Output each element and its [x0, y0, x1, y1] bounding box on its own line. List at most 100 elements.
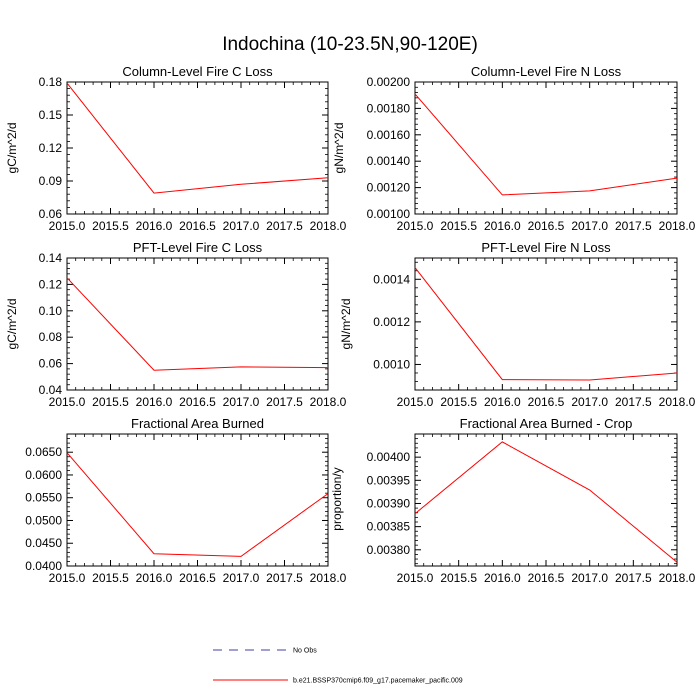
x-tick-label: 2018.0	[310, 395, 347, 409]
y-tick-label: 0.00380	[367, 543, 411, 557]
plot-frame	[414, 433, 678, 567]
y-tick-label: 0.00200	[367, 75, 411, 89]
plot-frame	[66, 433, 329, 567]
x-tick-label: 2017.5	[266, 571, 303, 585]
x-tick-label: 2017.0	[571, 571, 608, 585]
plot-frame	[414, 81, 678, 215]
series-line	[66, 452, 329, 557]
panel-title: Column-Level Fire C Loss	[122, 64, 273, 79]
y-tick-label: 0.04	[39, 383, 63, 397]
y-tick-label: 0.06	[39, 357, 63, 371]
y-tick-label: 0.00160	[367, 128, 411, 142]
plot-area: 2015.0 2015.5 2016.0 2016.5 2017.0 2017.5 2018…	[367, 75, 696, 233]
x-tick-label: 2017.0	[571, 395, 608, 409]
panel-pft-fire-c-loss: PFT-Level Fire C Loss gC/m^2/d 2015.0 201…	[5, 240, 347, 409]
y-tick-label: 0.00140	[367, 154, 411, 168]
x-tick-label: 2017.0	[223, 395, 260, 409]
y-tick-label: 0.00385	[367, 520, 411, 534]
plot-area: 2015.0 2015.5 2016.0 2016.5 2017.0 2017.5 2018…	[367, 433, 696, 585]
x-tick-label: 2017.5	[615, 219, 652, 233]
x-tick-label: 2016.0	[484, 571, 521, 585]
y-tick-label: 0.0500	[25, 513, 62, 527]
x-tick-label: 2017.0	[571, 219, 608, 233]
y-tick-label: 0.0550	[25, 491, 62, 505]
y-axis-label: gN/m^2/d	[339, 299, 353, 350]
y-axis-label: gN/m^2/d	[332, 123, 346, 174]
y-axis-label: proportion/y	[330, 467, 344, 530]
x-tick-label: 2018.0	[659, 219, 696, 233]
y-tick-label: 0.12	[39, 141, 63, 155]
plot-frame	[414, 257, 678, 391]
x-tick-label: 2017.0	[223, 219, 260, 233]
x-tick-label: 2016.5	[528, 571, 565, 585]
plot-area: 2015.0 2015.5 2016.0 2016.5 2017.0 2017.5 2018…	[25, 433, 347, 585]
x-tick-label: 2017.5	[266, 395, 303, 409]
y-tick-label: 0.14	[39, 251, 63, 265]
panel-title: Column-Level Fire N Loss	[471, 64, 622, 79]
series-line	[414, 267, 678, 381]
y-tick-label: 0.0450	[25, 536, 62, 550]
x-tick-label: 2015.0	[49, 395, 86, 409]
plot-frame	[66, 257, 329, 391]
x-tick-label: 2017.5	[266, 219, 303, 233]
x-tick-label: 2017.5	[615, 395, 652, 409]
x-tick-label: 2015.0	[397, 219, 434, 233]
plot-area: 2015.0 2015.5 2016.0 2016.5 2017.0 2017.5 2018…	[39, 75, 347, 233]
x-tick-label: 2015.5	[440, 219, 477, 233]
y-tick-label: 0.00120	[367, 181, 411, 195]
series-line	[66, 82, 329, 194]
panel-pft-fire-n-loss: PFT-Level Fire N Loss gN/m^2/d 2015.0 201…	[339, 240, 696, 409]
y-tick-label: 0.0400	[25, 559, 62, 573]
panel-fractional-area-burned: Fractional Area Burned 2015.0 2015.5 2016.…	[25, 416, 346, 585]
panel-title: Fractional Area Burned - Crop	[460, 416, 633, 431]
plot-area: 2015.0 2015.5 2016.0 2016.5 2017.0 2017.5 2018…	[373, 257, 696, 409]
panel-title: PFT-Level Fire N Loss	[481, 240, 611, 255]
x-tick-label: 2018.0	[659, 571, 696, 585]
x-tick-label: 2017.0	[223, 571, 260, 585]
plot-area: 2015.0 2015.5 2016.0 2016.5 2017.0 2017.5 2018…	[39, 251, 347, 409]
series-line	[414, 441, 678, 563]
y-tick-label: 0.0650	[25, 445, 62, 459]
x-tick-label: 2015.0	[49, 571, 86, 585]
y-tick-label: 0.00400	[367, 450, 411, 464]
y-tick-label: 0.0010	[373, 357, 410, 371]
panel-fractional-area-burned-crop: Fractional Area Burned - Crop proportion…	[330, 416, 696, 585]
x-tick-label: 2015.5	[92, 219, 129, 233]
figure-title: Indochina (10-23.5N,90-120E)	[222, 34, 478, 55]
y-tick-label: 0.0600	[25, 468, 62, 482]
x-tick-label: 2015.5	[440, 571, 477, 585]
x-tick-label: 2016.0	[136, 571, 173, 585]
x-tick-label: 2016.5	[179, 395, 216, 409]
legend-label-no-obs: No Obs	[293, 648, 317, 655]
x-tick-label: 2016.5	[528, 395, 565, 409]
x-tick-label: 2017.5	[615, 571, 652, 585]
panel-column-fire-c-loss: Column-Level Fire C Loss gC/m^2/d 2015.0…	[5, 64, 347, 233]
x-tick-label: 2016.5	[528, 219, 565, 233]
y-tick-label: 0.00180	[367, 101, 411, 115]
x-tick-label: 2016.0	[136, 219, 173, 233]
x-tick-label: 2018.0	[659, 395, 696, 409]
panel-title: PFT-Level Fire C Loss	[133, 240, 263, 255]
x-tick-label: 2016.5	[179, 571, 216, 585]
x-tick-label: 2015.0	[49, 219, 86, 233]
x-tick-label: 2016.0	[484, 395, 521, 409]
x-tick-label: 2016.0	[136, 395, 173, 409]
x-tick-label: 2015.5	[92, 395, 129, 409]
y-tick-label: 0.00390	[367, 496, 411, 510]
x-tick-label: 2015.5	[92, 571, 129, 585]
panel-column-fire-n-loss: Column-Level Fire N Loss gN/m^2/d 2015.0…	[332, 64, 696, 233]
y-tick-label: 0.15	[39, 108, 63, 122]
y-tick-label: 0.10	[39, 304, 63, 318]
x-tick-label: 2018.0	[310, 571, 347, 585]
y-tick-label: 0.0014	[373, 272, 410, 286]
y-tick-label: 0.00395	[367, 473, 411, 487]
y-tick-label: 0.0012	[373, 315, 410, 329]
plot-frame	[66, 81, 329, 215]
y-tick-label: 0.06	[39, 207, 63, 221]
y-tick-label: 0.12	[39, 277, 63, 291]
x-tick-label: 2018.0	[310, 219, 347, 233]
x-tick-label: 2016.0	[484, 219, 521, 233]
series-line	[414, 93, 678, 196]
y-tick-label: 0.09	[39, 174, 63, 188]
